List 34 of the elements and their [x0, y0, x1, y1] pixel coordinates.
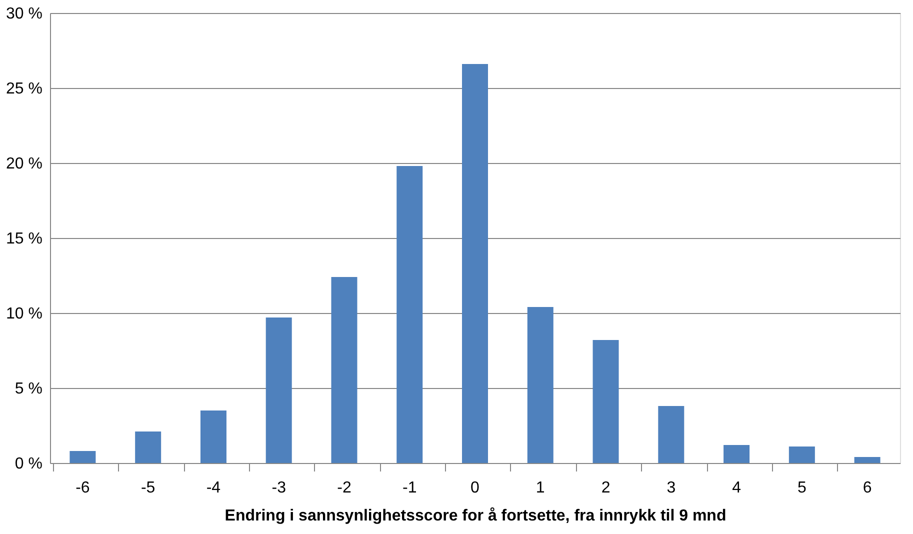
x-tick-label: -1 [402, 480, 417, 496]
bar [70, 451, 96, 463]
y-tick-label: 25 % [6, 80, 42, 98]
y-tick-label: 20 % [6, 156, 42, 172]
bar [592, 340, 619, 463]
x-tick-label: 5 [797, 480, 806, 496]
bar [724, 445, 750, 463]
bar [396, 166, 423, 463]
bar [527, 307, 554, 463]
y-tick-label: 30 % [6, 6, 42, 22]
x-tick-label: 2 [601, 480, 610, 496]
y-tick-label: 15 % [6, 230, 42, 248]
bar [658, 406, 684, 463]
bar [135, 432, 162, 463]
x-tick-label: 3 [666, 480, 676, 496]
x-tick-label: 6 [862, 480, 872, 496]
x-tick-label: -6 [76, 480, 90, 496]
x-tick-label: 1 [536, 480, 545, 496]
y-tick-label: 5 % [14, 380, 42, 398]
bar [788, 446, 815, 463]
bar [200, 410, 226, 463]
bar [331, 277, 358, 463]
x-tick-label: 4 [732, 480, 742, 496]
y-tick-label: 0 % [14, 456, 42, 472]
x-tick-label: -3 [272, 480, 286, 496]
y-tick-label: 10 % [6, 306, 42, 322]
x-tick-label: -5 [140, 480, 156, 496]
x-axis-title: Endring i sannsynlighetsscore for å fortsette, fra innrykk til 9 mnd [224, 506, 726, 524]
bar [462, 64, 488, 463]
bar [266, 318, 292, 463]
bar [854, 457, 880, 463]
x-tick-label: -2 [337, 480, 352, 496]
x-tick-label: -4 [206, 480, 221, 496]
x-tick-label: 0 [470, 480, 480, 496]
